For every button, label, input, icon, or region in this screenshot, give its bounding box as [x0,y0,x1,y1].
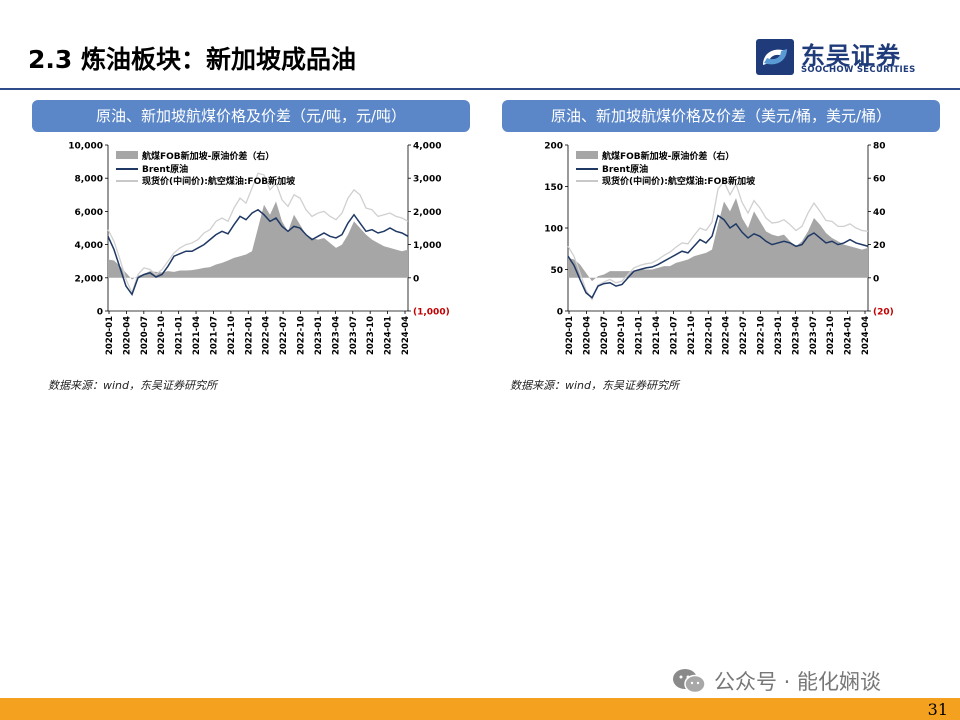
wechat-icon [673,669,706,694]
chart-1: 0 2,000 4,000 6,000 8,000 10,000 (1,000) 0 1,000… [68,142,450,356]
x-tick-label: 2020-07 [600,316,610,355]
x-tick-label: 2021-04 [192,316,202,355]
y-left-tick-label: 2,000 [75,274,103,284]
x-tick-label: 2023-10 [366,316,376,355]
header-rule [0,88,960,90]
x-tick-label: 2022-04 [722,316,732,355]
x-tick-label: 2022-01 [244,316,254,355]
legend-label-spot: 现货价(中间价):航空煤油:FOB新加坡 [602,175,756,187]
x-tick-label: 2022-01 [704,316,714,355]
series-brent-line [107,208,409,296]
chart-2-title: 原油、新加坡航煤价格及价差（美元/桶，美元/桶） [502,100,940,132]
y-right-tick-label: 2,000 [413,208,441,218]
x-tick-label: 2023-07 [349,316,359,355]
chart-2-source: 数据来源：wind，东吴证券研究所 [510,379,680,392]
footer-bar [0,698,960,720]
x-tick-label: 2020-04 [582,316,592,355]
y-left-tick-label: 100 [544,225,563,235]
series-brent-line [567,214,869,299]
x-tick-label: 2020-10 [157,316,167,355]
x-tick-label: 2020-07 [140,316,150,355]
y-right-tick-label: 4,000 [413,142,441,152]
x-tick-label: 2021-01 [175,316,185,355]
x-tick-label: 2020-01 [105,316,115,355]
soochow-logo-icon [756,39,794,75]
legend-swatch-spread [116,151,138,159]
x-tick-label: 2024-01 [384,316,394,355]
y-right-tick-label: 0 [413,274,419,284]
legend-label-brent: Brent原油 [602,163,648,175]
series-spot-line [567,180,869,301]
y-left-tick-label: 0 [97,308,103,318]
y-left-tick-label: 10,000 [68,142,103,152]
x-tick-label: 2020-10 [617,316,627,355]
x-tick-label: 2022-10 [757,316,767,355]
y-right-tick-label: 20 [873,241,886,251]
y-right-tick-label: 80 [873,142,886,152]
x-tick-label: 2023-07 [809,316,819,355]
logo-chinese-text: 东吴证券 [801,42,901,70]
x-tick-label: 2022-10 [297,316,307,355]
y-right-tick-label: 1,000 [413,241,441,251]
y-left-tick-label: 0 [557,308,563,318]
series-spot-line [107,172,409,295]
series-spread-area [568,198,868,282]
x-tick-label: 2020-04 [122,316,132,355]
y-right-tick-label: 40 [873,208,886,218]
y-right-tick-label: 60 [873,175,886,185]
y-right-tick-label: (1,000) [413,308,450,318]
watermark-text: 公众号 · 能化娴谈 [714,670,882,694]
legend-label-brent: Brent原油 [142,163,188,175]
x-tick-label: 2021-04 [652,316,662,355]
y-left-tick-label: 6,000 [75,208,103,218]
y-left-tick-label: 150 [544,183,563,193]
legend-swatch-spread [576,151,598,159]
x-tick-label: 2023-04 [791,316,801,355]
chart-1-title: 原油、新加坡航煤价格及价差（元/吨，元/吨） [32,100,470,132]
y-left-tick-label: 50 [550,266,563,276]
legend-label-spread: 航煤FOB新加坡-原油价差（右） [142,150,274,162]
logo-english-text: SOOCHOW SECURITIES [801,65,916,75]
legend-label-spread: 航煤FOB新加坡-原油价差（右） [602,150,734,162]
x-tick-label: 2021-10 [687,316,697,355]
x-tick-label: 2023-01 [774,316,784,355]
y-left-tick-label: 8,000 [75,175,103,185]
y-right-tick-label: (20) [873,308,894,318]
x-tick-label: 2021-10 [227,316,237,355]
x-tick-label: 2024-01 [844,316,854,355]
page-title: 2.3 炼油板块：新加坡成品油 [28,45,356,74]
x-tick-label: 2024-04 [401,316,411,355]
x-tick-label: 2023-01 [314,316,324,355]
y-right-tick-label: 0 [873,274,879,284]
page-number: 31 [927,700,948,719]
watermark: 公众号 · 能化娴谈 [672,666,881,696]
chart-2: 0 50 100 150 200 (20) 0 20 40 60 80 2020-01 2020-04 2… [544,142,894,356]
y-right-tick-label: 3,000 [413,175,441,185]
y-left-tick-label: 200 [544,142,563,152]
y-left-tick-label: 4,000 [75,241,103,251]
x-tick-label: 2023-04 [331,316,341,355]
x-tick-label: 2022-07 [739,316,749,355]
x-tick-label: 2023-10 [826,316,836,355]
company-logo: 东吴证券 SOOCHOW SECURITIES [755,38,945,78]
x-tick-label: 2021-07 [669,316,679,355]
x-tick-label: 2021-07 [209,316,219,355]
x-tick-label: 2020-01 [565,316,575,355]
x-tick-label: 2022-07 [279,316,289,355]
x-tick-label: 2024-04 [861,316,871,355]
x-tick-label: 2021-01 [635,316,645,355]
legend-label-spot: 现货价(中间价):航空煤油:FOB新加坡 [142,175,296,187]
series-spread-area [108,201,408,280]
chart-1-source: 数据来源：wind，东吴证券研究所 [48,379,218,392]
x-tick-label: 2022-04 [262,316,272,355]
